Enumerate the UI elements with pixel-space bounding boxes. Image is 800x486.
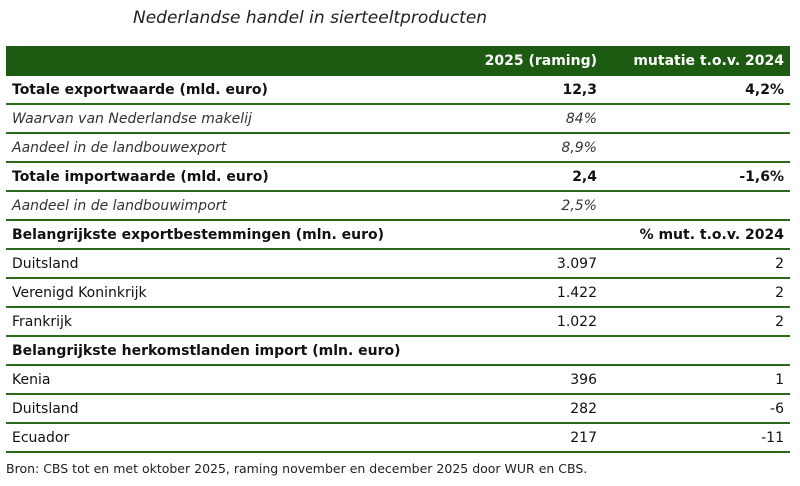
row-change (603, 191, 790, 221)
row-change: 1 (603, 365, 790, 395)
table-row: Ecuador 217 -11 (6, 423, 790, 453)
header-label (6, 46, 421, 76)
table-title: Nederlandse handel in sierteeltproducten (133, 8, 488, 28)
row-label: Aandeel in de landbouwexport (6, 133, 421, 163)
row-change: 2 (603, 307, 790, 337)
row-label: Duitsland (6, 394, 421, 424)
row-label: Kenia (6, 365, 421, 395)
table-row: Frankrijk 1.022 2 (6, 307, 790, 337)
row-label: Waarvan van Nederlandse makelij (6, 104, 421, 134)
row-label: Belangrijkste exportbestemmingen (mln. e… (6, 220, 421, 250)
row-label: Totale exportwaarde (mld. euro) (6, 76, 421, 105)
row-change: -6 (603, 394, 790, 424)
table-row: Aandeel in de landbouwimport 2,5% (6, 191, 790, 221)
row-label: Aandeel in de landbouwimport (6, 191, 421, 221)
row-label: Duitsland (6, 249, 421, 279)
row-change: -11 (603, 423, 790, 453)
row-value: 2,4 (421, 162, 603, 192)
row-label: Verenigd Koninkrijk (6, 278, 421, 308)
table-row: Waarvan van Nederlandse makelij 84% (6, 104, 790, 134)
row-value: 2,5% (421, 191, 603, 221)
row-value: 3.097 (421, 249, 603, 279)
row-value: 217 (421, 423, 603, 453)
row-change (603, 336, 790, 366)
table-row: Belangrijkste exportbestemmingen (mln. e… (6, 220, 790, 250)
row-value: 1.022 (421, 307, 603, 337)
row-label: Ecuador (6, 423, 421, 453)
header-row: 2025 (raming) mutatie t.o.v. 2024 (6, 46, 790, 76)
row-value (421, 220, 603, 250)
table-row: Totale exportwaarde (mld. euro) 12,3 4,2% (6, 76, 790, 105)
trade-table: 2025 (raming) mutatie t.o.v. 2024 Totale… (6, 46, 790, 453)
row-change (603, 133, 790, 163)
row-change: 2 (603, 278, 790, 308)
source-note: Bron: CBS tot en met oktober 2025, ramin… (6, 461, 588, 476)
row-value: 396 (421, 365, 603, 395)
header-2025: 2025 (raming) (421, 46, 603, 76)
table-row: Verenigd Koninkrijk 1.422 2 (6, 278, 790, 308)
header-change: mutatie t.o.v. 2024 (603, 46, 790, 76)
table-row: Kenia 396 1 (6, 365, 790, 395)
table-row: Aandeel in de landbouwexport 8,9% (6, 133, 790, 163)
row-value: 8,9% (421, 133, 603, 163)
table-row: Duitsland 282 -6 (6, 394, 790, 424)
row-value (421, 336, 603, 366)
table-row: Totale importwaarde (mld. euro) 2,4 -1,6% (6, 162, 790, 192)
table-row: Belangrijkste herkomstlanden import (mln… (6, 336, 790, 366)
row-label: Belangrijkste herkomstlanden import (mln… (6, 336, 421, 366)
row-change: -1,6% (603, 162, 790, 192)
row-change: 4,2% (603, 76, 790, 105)
row-change: % mut. t.o.v. 2024 (603, 220, 790, 250)
row-change (603, 104, 790, 134)
row-label: Totale importwaarde (mld. euro) (6, 162, 421, 192)
row-value: 1.422 (421, 278, 603, 308)
row-value: 84% (421, 104, 603, 134)
table-row: Duitsland 3.097 2 (6, 249, 790, 279)
row-value: 12,3 (421, 76, 603, 105)
row-value: 282 (421, 394, 603, 424)
row-change: 2 (603, 249, 790, 279)
row-label: Frankrijk (6, 307, 421, 337)
